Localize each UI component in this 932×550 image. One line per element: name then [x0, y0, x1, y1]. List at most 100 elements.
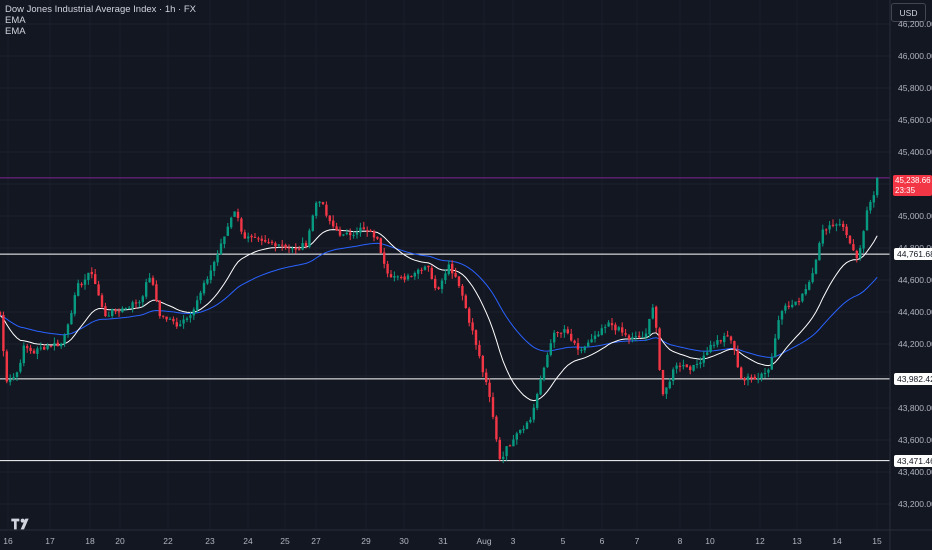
candle-body — [678, 365, 682, 367]
candle-body — [457, 276, 461, 287]
candle-body — [250, 235, 253, 238]
candle-body — [216, 254, 219, 263]
candle-body — [192, 309, 195, 316]
candle-body — [196, 300, 199, 311]
time-tick-label: 15 — [872, 536, 882, 546]
candle-body — [56, 342, 59, 347]
candle-body — [464, 295, 467, 309]
price-tick-label: 46,200.00 — [898, 19, 932, 29]
candle-body — [729, 336, 733, 341]
candle-body — [168, 318, 172, 320]
candle-body — [617, 327, 620, 331]
candle-body — [597, 334, 600, 337]
price-tick-label: 43,600.00 — [898, 435, 932, 445]
candle-body — [440, 280, 444, 289]
candle-body — [233, 211, 236, 217]
candle-body — [842, 223, 845, 228]
candle-body — [223, 236, 226, 245]
tradingview-logo-icon[interactable] — [10, 516, 34, 532]
candle-body — [151, 277, 155, 285]
candle-body — [821, 229, 824, 244]
ema-slow-line — [0, 242, 878, 358]
candle-body — [818, 243, 821, 261]
candle-body — [814, 259, 818, 274]
candle-body — [573, 340, 576, 344]
candle-body — [801, 293, 804, 302]
symbol-title[interactable]: Dow Jones Industrial Average Index · 1h … — [5, 4, 196, 15]
candle-body — [661, 369, 665, 395]
candle-body — [763, 372, 767, 375]
currency-button[interactable]: USD — [891, 3, 926, 22]
price-tick-label: 44,400.00 — [898, 307, 932, 317]
candle-body — [750, 377, 753, 379]
candle-body — [230, 217, 233, 228]
candle-body — [828, 225, 831, 230]
time-tick-label: Aug — [476, 536, 492, 546]
candle-body — [117, 311, 121, 313]
price-tick-label: 43,200.00 — [898, 499, 932, 509]
candle-body — [417, 269, 420, 274]
level-price-label: 43,982.42 — [894, 372, 932, 385]
candle-body — [114, 309, 117, 312]
candle-body — [478, 344, 481, 357]
candles — [0, 177, 879, 464]
candle-body — [284, 244, 287, 248]
candle-body — [393, 276, 396, 278]
candle-body — [556, 332, 559, 334]
candle-body — [345, 232, 348, 235]
candle-body — [767, 369, 770, 373]
candle-body — [389, 274, 393, 278]
candle-body — [706, 352, 709, 355]
candle-body — [712, 344, 716, 346]
ema-indicator-1[interactable]: EMA — [5, 15, 26, 26]
candle-body — [563, 329, 566, 333]
candle-body — [376, 236, 379, 239]
time-tick-label: 18 — [85, 536, 95, 546]
candle-body — [97, 284, 100, 296]
candle-body — [270, 241, 274, 243]
candle-body — [600, 328, 603, 335]
candle-body — [770, 357, 773, 370]
ema-indicator-2[interactable]: EMA — [5, 26, 26, 37]
candle-body — [736, 350, 739, 368]
candle-body — [257, 238, 260, 240]
candle-body — [621, 327, 624, 333]
candle-body — [19, 362, 22, 372]
candle-body — [219, 243, 223, 255]
candle-body — [29, 347, 32, 351]
candle-body — [777, 320, 780, 339]
candle-body — [318, 201, 321, 204]
candle-body — [743, 378, 746, 381]
candle-body — [542, 367, 546, 380]
candle-body — [869, 201, 872, 211]
candle-body — [583, 346, 586, 351]
candle-body — [566, 329, 569, 334]
candle-body — [791, 304, 794, 308]
candle-body — [366, 230, 369, 232]
candle-body — [515, 433, 518, 440]
candle-body — [213, 261, 216, 271]
candle-body — [719, 340, 722, 342]
candle-body — [682, 364, 685, 367]
candle-body — [155, 284, 158, 301]
candle-body — [434, 278, 437, 289]
time-tick-label: 17 — [45, 536, 55, 546]
candle-body — [709, 344, 712, 353]
time-tick-label: 25 — [280, 536, 290, 546]
candle-body — [121, 308, 124, 313]
candle-body — [522, 428, 525, 431]
candle-body — [529, 419, 532, 423]
ema-fast-line — [0, 229, 878, 402]
candle-body — [379, 238, 382, 254]
time-tick-label: 27 — [311, 536, 321, 546]
candle-body — [485, 372, 488, 383]
last-price-value: 45,238.66 — [895, 176, 931, 185]
candle-body — [787, 305, 790, 307]
candle-body — [576, 343, 580, 350]
candle-body — [308, 230, 311, 247]
ema-lines — [0, 229, 878, 402]
candle-body — [631, 337, 634, 340]
candle-body — [733, 341, 736, 351]
